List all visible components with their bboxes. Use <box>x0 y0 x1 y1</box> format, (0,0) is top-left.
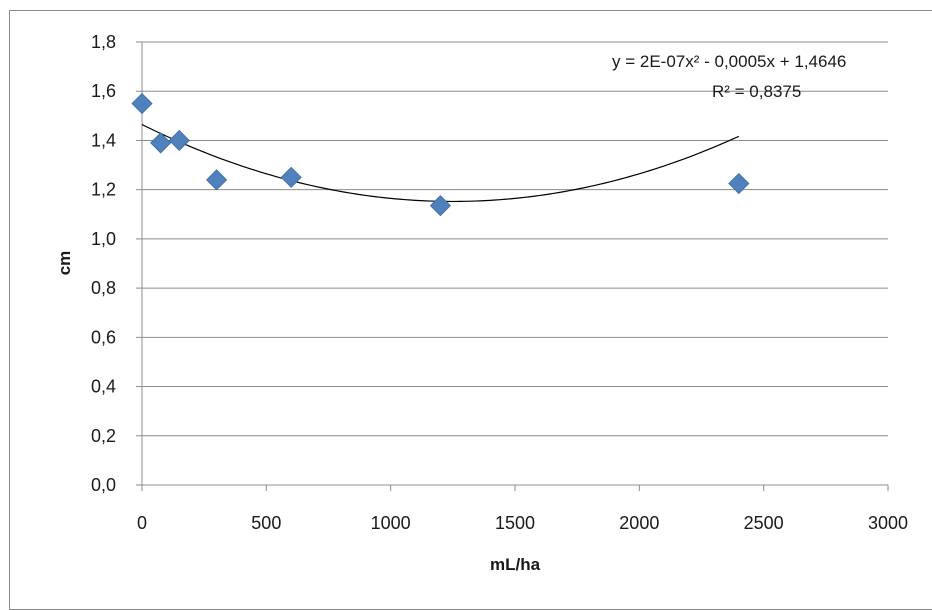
trendline-r-squared: R² = 0,8375 <box>712 82 801 101</box>
y-tick-label: 1,6 <box>91 81 116 101</box>
y-tick-label: 0,6 <box>91 327 116 347</box>
data-point-marker <box>206 169 228 191</box>
y-tick-label: 0,2 <box>91 426 116 446</box>
x-tick-label: 2500 <box>744 513 784 533</box>
y-tick-label: 1,4 <box>91 130 116 150</box>
y-tick-label: 1,2 <box>91 180 116 200</box>
x-tick-label: 1500 <box>495 513 535 533</box>
y-tick-label: 1,8 <box>91 32 116 52</box>
x-tick-label: 3000 <box>868 513 908 533</box>
x-tick-label: 500 <box>251 513 281 533</box>
data-point-marker <box>168 129 190 152</box>
data-point-marker <box>429 195 451 217</box>
x-tick-label: 1000 <box>371 513 411 533</box>
data-point-marker <box>150 132 172 154</box>
gridlines <box>136 41 888 486</box>
y-tick-label: 1,0 <box>91 229 116 249</box>
trendline-equation: y = 2E-07x² - 0,0005x + 1,4646 <box>612 52 846 71</box>
y-tick-label: 0,4 <box>91 377 116 397</box>
y-tick-label: 0,0 <box>91 475 116 495</box>
y-axis-title: cm <box>55 251 74 276</box>
data-points <box>131 92 750 217</box>
data-point-marker <box>728 172 750 195</box>
data-point-marker <box>131 92 153 115</box>
x-tick-label: 2000 <box>619 513 659 533</box>
x-tick-labels: 0 500 1000 1500 2000 2500 3000 <box>137 513 908 533</box>
axes <box>141 42 889 491</box>
x-axis-title: mL/ha <box>490 555 541 574</box>
y-tick-labels: 0,0 0,2 0,4 0,6 0,8 1,0 1,2 1,4 1,6 1,8 <box>91 32 116 495</box>
chart-frame <box>9 10 932 610</box>
x-tick-label: 0 <box>137 513 147 533</box>
y-tick-label: 0,8 <box>91 278 116 298</box>
data-point-marker <box>280 166 302 188</box>
